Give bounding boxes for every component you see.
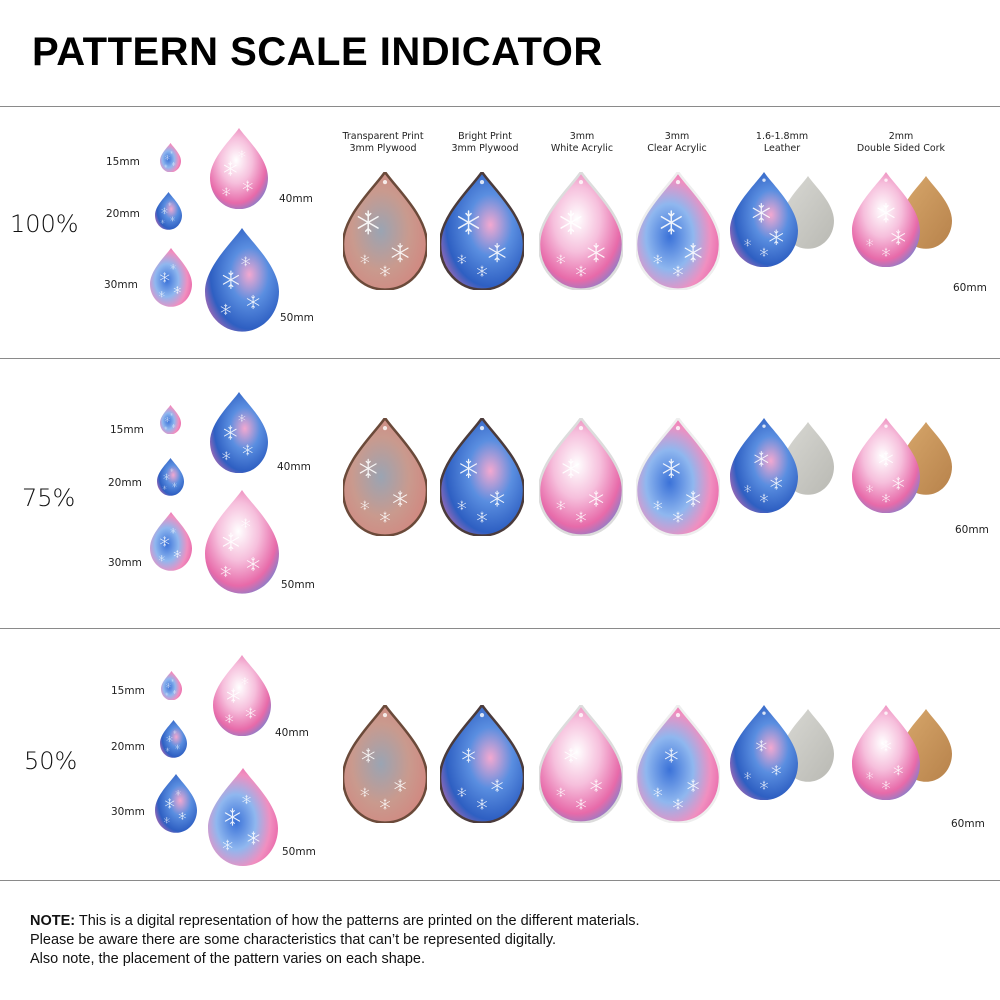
scale-label-50: 50% [24,747,78,775]
sample-20mm-teardrop [160,720,187,758]
size-label-40: 40mm [279,193,313,205]
sample-15mm-teardrop [160,143,181,173]
sample-40mm-teardrop [210,392,268,474]
bright-plywood-teardrop [440,418,524,536]
sample-30mm-teardrop [150,512,192,571]
transparent-plywood-teardrop [343,172,427,290]
size-label-60: 60mm [951,818,985,830]
sample-40mm-teardrop [213,655,271,737]
transparent-plywood-teardrop [343,705,427,823]
cork-teardrop [852,172,920,268]
transparent-plywood-teardrop [343,418,427,536]
cork-teardrop [852,705,920,801]
size-label-50: 50mm [281,579,315,591]
material-header-white-acrylic: 3mm White Acrylic [550,131,614,154]
size-label-60: 60mm [955,524,989,536]
material-header-leather: 1.6-1.8mm Leather [755,131,809,154]
sample-40mm-teardrop [210,128,268,210]
size-label-20: 20mm [111,741,145,753]
sample-30mm-teardrop [155,774,197,833]
divider-top [0,106,1000,107]
white-acrylic-teardrop [539,418,623,536]
white-acrylic-teardrop [539,705,623,823]
size-label-50: 50mm [282,846,316,858]
note-line-3: Also note, the placement of the pattern … [30,951,425,967]
leather-teardrop [730,705,798,801]
material-header-transparent-plywood: Transparent Print 3mm Plywood [342,131,424,154]
leather-teardrop [730,172,798,268]
cork-teardrop [852,418,920,514]
white-acrylic-teardrop [539,172,623,290]
leather-teardrop [730,418,798,514]
clear-acrylic-teardrop [636,705,720,823]
sample-20mm-teardrop [157,458,184,496]
scale-label-100: 100% [10,210,79,238]
bright-plywood-teardrop [440,705,524,823]
sample-50mm-teardrop [205,228,279,332]
size-label-30: 30mm [104,279,138,291]
divider-2 [0,628,1000,629]
sample-30mm-teardrop [150,248,192,307]
size-label-50: 50mm [280,312,314,324]
sample-50mm-teardrop [205,490,279,594]
material-header-bright-plywood: Bright Print 3mm Plywood [451,131,519,154]
sample-20mm-teardrop [155,192,182,230]
note-text: NOTE: This is a digital representation o… [30,912,640,969]
clear-acrylic-teardrop [636,418,720,536]
sample-15mm-teardrop [160,405,181,435]
divider-1 [0,358,1000,359]
scale-label-75: 75% [22,484,76,512]
bright-plywood-teardrop [440,172,524,290]
size-label-30: 30mm [111,806,145,818]
size-label-15: 15mm [110,424,144,436]
material-header-cork: 2mm Double Sided Cork [856,131,946,154]
size-label-40: 40mm [277,461,311,473]
material-header-clear-acrylic: 3mm Clear Acrylic [647,131,707,154]
clear-acrylic-teardrop [636,172,720,290]
size-label-20: 20mm [108,477,142,489]
note-line-1: This is a digital representation of how … [75,913,640,929]
size-label-20: 20mm [106,208,140,220]
divider-bottom [0,880,1000,881]
sample-50mm-teardrop [208,768,278,866]
size-label-30: 30mm [108,557,142,569]
note-line-2: Please be aware there are some character… [30,932,557,948]
size-label-15: 15mm [106,156,140,168]
page-title: PATTERN SCALE INDICATOR [32,30,603,74]
note-label: NOTE: [30,913,76,929]
size-label-40: 40mm [275,727,309,739]
size-label-60: 60mm [953,282,987,294]
size-label-15: 15mm [111,685,145,697]
sample-15mm-teardrop [161,671,182,701]
